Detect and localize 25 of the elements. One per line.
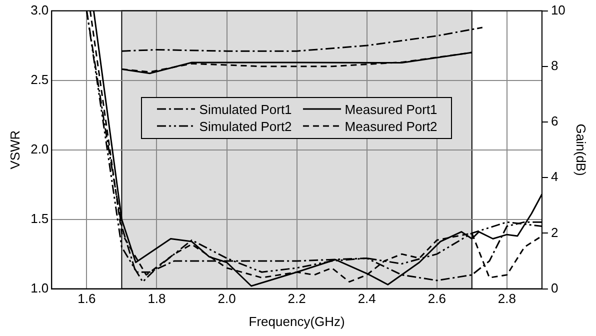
y-tick-label: 2.5 — [30, 72, 49, 87]
y2-tick-label: 2 — [550, 224, 558, 240]
x-tick-label: 2.2 — [288, 291, 306, 306]
y2-tick-label: 10 — [550, 2, 566, 18]
x-tick-label: 2.0 — [218, 291, 236, 306]
y-tick-label: 1.0 — [30, 280, 49, 296]
y-axis-title: VSWR — [7, 130, 22, 170]
legend-label: Simulated Port1 — [199, 102, 292, 117]
x-tick-label: 1.8 — [148, 291, 166, 306]
x-axis-title: Frequency(GHz) — [248, 314, 345, 329]
legend-label: Measured Port2 — [344, 118, 438, 134]
x-tick-label: 2.6 — [428, 291, 446, 306]
legend-label: Measured Port1 — [344, 102, 438, 117]
y2-tick-label: 6 — [550, 114, 558, 129]
x-tick-label: 2.4 — [358, 291, 376, 306]
y2-tick-label: 0 — [550, 280, 558, 296]
y2-tick-label: 8 — [550, 58, 558, 73]
y-tick-label: 1.5 — [30, 210, 49, 226]
legend-label: Simulated Port2 — [199, 118, 292, 134]
x-tick-label: 2.8 — [498, 291, 516, 306]
y2-tick-label: 4 — [550, 169, 558, 184]
y-tick-label: 3.0 — [30, 2, 49, 18]
x-tick-label: 1.6 — [78, 291, 96, 306]
y2-axis-title: Gain(dB) — [574, 124, 589, 176]
y-tick-label: 2.0 — [30, 141, 49, 156]
